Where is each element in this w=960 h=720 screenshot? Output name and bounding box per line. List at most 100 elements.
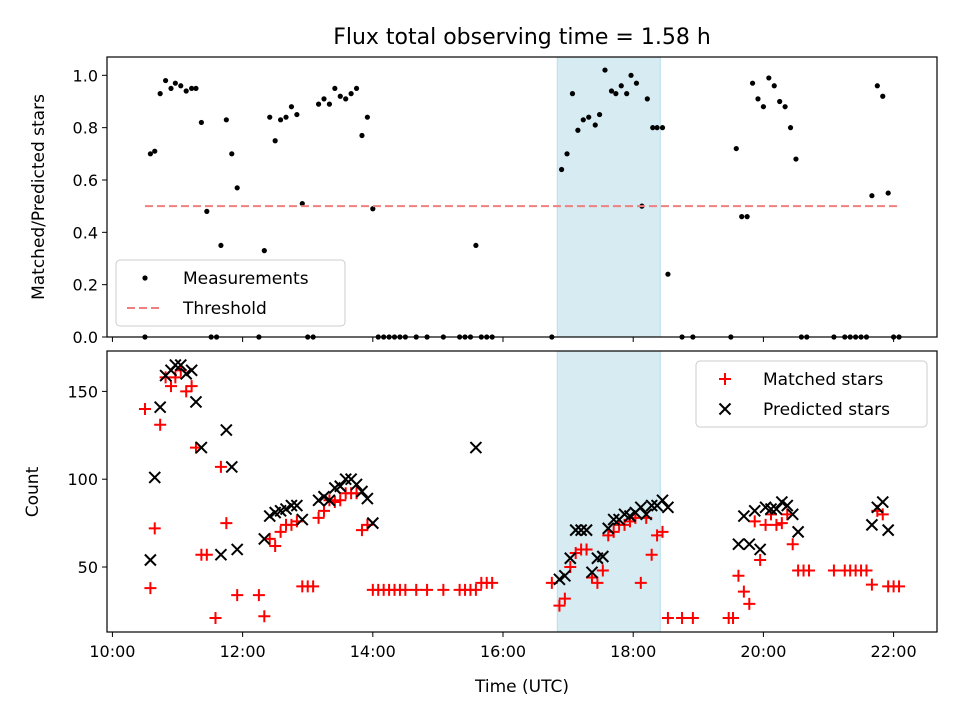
measurement-point [654,125,660,131]
matched-star-point [154,418,167,431]
measurement-point [744,214,750,220]
predicted-star-point [144,553,157,567]
measurement-point [198,119,204,126]
measurement-point [359,132,365,139]
measurement-point [564,151,570,157]
matched-star-point [410,583,423,596]
predicted-star-point [258,532,271,546]
measurement-point [288,104,295,110]
measurement-point [267,114,273,120]
measurement-point [760,104,767,110]
measurement-point [659,125,666,131]
measurement-point [353,85,360,92]
matched-star-point [252,589,265,602]
matched-star-point [686,611,699,624]
predicted-star-point [355,485,369,498]
predicted-star-point [607,513,620,526]
x-tick-label: 20:00 [740,642,786,661]
measurement-point [152,148,158,154]
measurement-point [294,111,300,118]
measurement-point [204,208,210,214]
predicted-star-point [195,441,208,454]
x-tick-label: 14:00 [350,642,396,661]
matched-star-point [148,522,161,535]
predicted-star-point [753,543,767,556]
matched-star-point [656,525,669,538]
matched-star-point [865,578,878,591]
matched-star-point [231,589,244,602]
predicted-star-point [781,499,794,512]
measurement-point [147,151,153,157]
legend-box-bottom [695,360,928,428]
matched-star-point [607,525,620,538]
matched-star-point [486,576,499,589]
measurement-point [326,101,333,107]
measurement-point [569,91,576,97]
measurement-point [229,151,235,157]
predicted-star-point [312,494,325,507]
measurement-point [766,75,772,81]
legend-entry-top: Threshold [182,299,267,319]
measurement-point [277,117,284,123]
predicted-star-point [786,508,799,521]
measurement-point [644,96,650,102]
matched-star-point [553,599,566,612]
measurement-point [596,111,603,118]
predicted-star-point [634,501,648,514]
matched-star-point [876,508,889,521]
predicted-star-point [585,566,599,579]
matched-star-point [469,583,482,596]
matched-star-point [786,538,799,551]
predicted-star-point [225,460,238,474]
measurement-point [613,91,619,97]
predicted-star-point [743,537,756,551]
matched-star-point [676,611,689,624]
matched-star-point [312,511,325,524]
matched-star-point [645,548,658,561]
matched-star-point [860,564,873,577]
predicted-star-point [558,569,572,583]
matched-star-point [209,611,222,624]
measurement-point [733,145,739,152]
measurement-point [602,67,608,73]
matched-star-point [661,611,674,624]
predicted-star-point [153,400,167,414]
y-tick-label-top: 0.8 [73,119,98,138]
y-tick-label-top: 0.0 [73,328,98,347]
matched-star-point [802,564,815,577]
matched-star-point [727,611,740,624]
predicted-star-point [290,499,304,512]
predicted-star-point [748,504,761,518]
predicted-star-point [764,502,778,516]
measurement-point [771,83,777,89]
measurement-point [793,156,799,162]
legend-box-top [115,259,346,327]
measurement-point [880,93,886,99]
predicted-star-point [553,573,566,586]
matched-star-point [214,460,227,473]
predicted-star-point [865,518,879,532]
predicted-star-point [732,537,745,551]
measurement-point [755,96,761,102]
predicted-star-point [189,395,203,409]
matched-star-point [200,548,213,561]
matched-star-point [334,494,347,507]
predicted-star-point [185,364,198,377]
matched-star-point [634,576,647,589]
legend-entry-top: Measurements [183,269,309,289]
measurement-point [580,117,586,123]
matched-star-point [144,582,157,595]
predicted-star-point [640,508,653,521]
matched-star-point [421,583,434,596]
predicted-star-point [174,358,187,372]
measurement-point [575,127,581,133]
x-tick-label: 16:00 [480,642,526,661]
predicted-star-point [323,494,336,507]
matched-star-point [759,518,772,531]
measurement-point [559,166,565,173]
predicted-star-point [623,509,637,523]
y-tick-label-top: 0.2 [73,276,98,295]
matched-star-point [596,564,609,577]
matched-star-point [437,583,450,596]
